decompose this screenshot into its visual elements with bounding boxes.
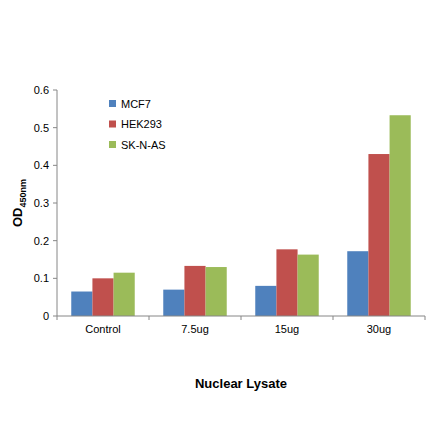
background bbox=[0, 0, 440, 441]
x-tick-label: 15ug bbox=[275, 323, 299, 335]
bars bbox=[71, 115, 410, 316]
bar bbox=[114, 273, 135, 316]
x-axis-label: Nuclear Lysate bbox=[195, 376, 287, 391]
chart: 0 0.1 0.2 0.3 0.4 0.5 0.6 Control 7.5ug 15ug 30ug N… bbox=[0, 0, 440, 441]
y-tick bbox=[53, 203, 57, 204]
x-tick bbox=[149, 316, 150, 320]
y-tick bbox=[53, 278, 57, 279]
bar bbox=[368, 154, 389, 316]
bar bbox=[184, 266, 205, 316]
x-tick bbox=[425, 316, 426, 320]
legend-label: HEK293 bbox=[121, 118, 162, 130]
legend-swatch bbox=[109, 141, 116, 148]
legend-swatch bbox=[109, 100, 116, 107]
legend-label: MCF7 bbox=[121, 98, 151, 110]
bar bbox=[255, 286, 276, 316]
y-tick bbox=[53, 240, 57, 241]
bar bbox=[71, 292, 92, 316]
x-tick bbox=[57, 316, 58, 320]
bar bbox=[347, 251, 368, 316]
y-tick bbox=[53, 165, 57, 166]
x-tick-label: 7.5ug bbox=[181, 323, 209, 335]
y-axis-label: OD450nm bbox=[10, 179, 28, 227]
bar bbox=[390, 115, 411, 316]
y-tick-label: 0.1 bbox=[34, 272, 49, 284]
legend-label: SK-N-AS bbox=[121, 139, 166, 151]
y-tick bbox=[53, 316, 57, 317]
y-tick bbox=[53, 90, 57, 91]
legend-swatch bbox=[109, 121, 116, 128]
bar bbox=[92, 278, 113, 316]
y-tick-label: 0.3 bbox=[34, 197, 49, 209]
y-tick-label: 0.5 bbox=[34, 122, 49, 134]
y-tick-label: 0.2 bbox=[34, 235, 49, 247]
bar bbox=[298, 255, 319, 316]
bar bbox=[163, 290, 184, 316]
y-tick-label: 0 bbox=[43, 310, 49, 322]
x-tick-label: Control bbox=[85, 323, 120, 335]
y-tick bbox=[53, 127, 57, 128]
y-tick-label: 0.6 bbox=[34, 84, 49, 96]
bar bbox=[276, 249, 297, 316]
bar bbox=[206, 267, 227, 316]
y-tick-label: 0.4 bbox=[34, 159, 49, 171]
x-tick bbox=[241, 316, 242, 320]
x-tick bbox=[333, 316, 334, 320]
x-tick-label: 30ug bbox=[367, 323, 391, 335]
